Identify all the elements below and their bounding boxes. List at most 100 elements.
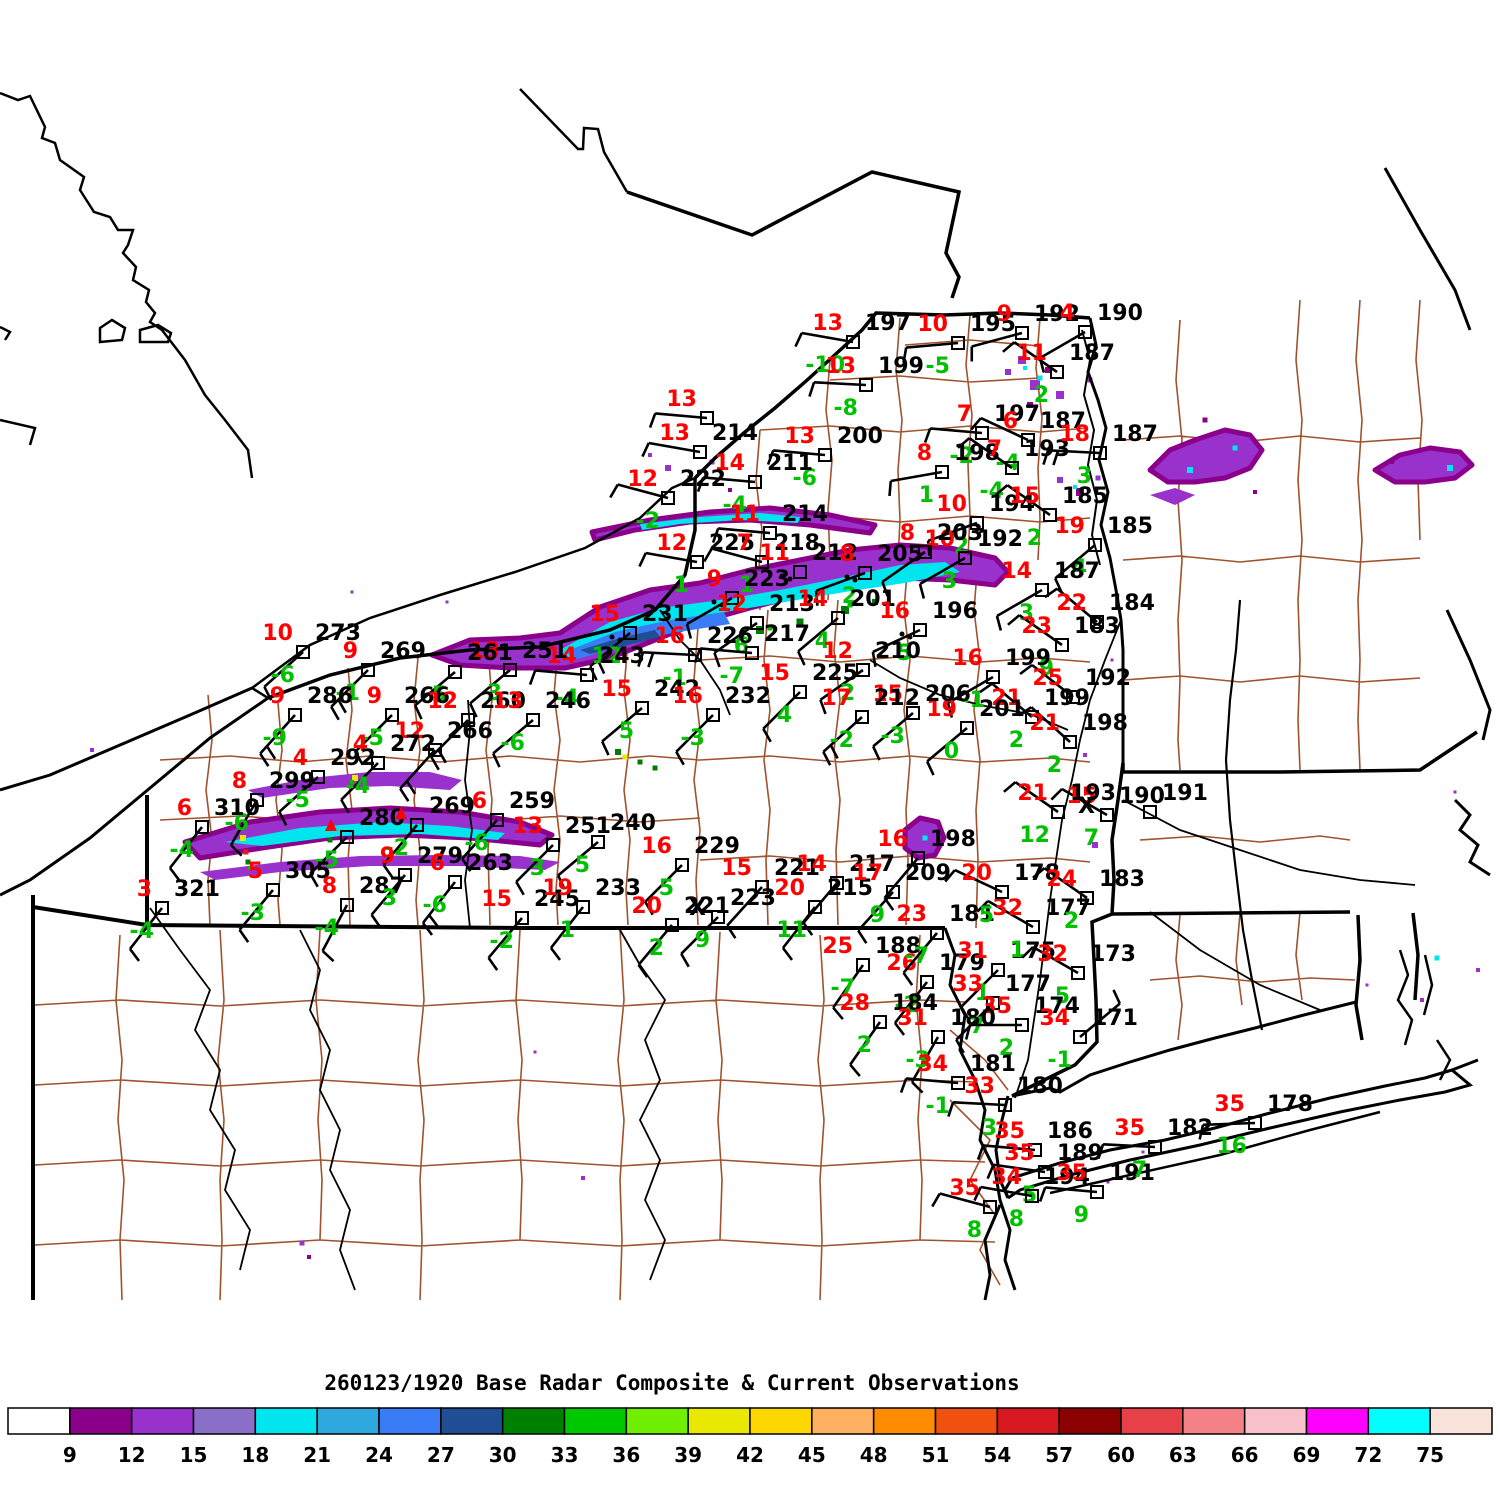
map-title: 260123/1920 Base Radar Composite & Curre… bbox=[324, 1371, 1019, 1395]
radar-echo-dot bbox=[581, 1176, 585, 1180]
wind-barb-shaft bbox=[906, 341, 959, 349]
pressure-value: 190 bbox=[1119, 784, 1165, 809]
dewpoint-value: -2 bbox=[490, 929, 514, 954]
temperature-value: 28 bbox=[839, 991, 870, 1016]
station-marker bbox=[665, 918, 679, 932]
dewpoint-value: 5 bbox=[432, 683, 447, 708]
station-marker bbox=[911, 851, 925, 865]
radar-echo bbox=[200, 855, 560, 880]
temperature-value: 9 bbox=[707, 567, 722, 592]
pressure-value: 225 bbox=[709, 531, 755, 556]
dewpoint-value: 7 bbox=[1084, 826, 1099, 851]
wind-barb-tick bbox=[238, 929, 250, 943]
station-marker bbox=[1066, 690, 1080, 704]
wind-barb-shaft bbox=[1013, 341, 1058, 374]
station-marker bbox=[296, 645, 310, 659]
wind-barb-shaft bbox=[968, 437, 1013, 470]
pressure-value: 210 bbox=[875, 639, 921, 664]
station-plot: 217 -7 bbox=[693, 622, 810, 689]
wind-barb-tick bbox=[309, 873, 319, 888]
pressure-value: 310 bbox=[214, 796, 260, 821]
temperature-value: 4 bbox=[293, 746, 308, 771]
pressure-value: 203 bbox=[937, 521, 983, 546]
colorbar-cell bbox=[811, 1407, 875, 1435]
station-marker bbox=[693, 445, 707, 459]
pressure-value: 174 bbox=[1034, 994, 1080, 1019]
wind-barb-shaft bbox=[617, 483, 669, 500]
temperature-value: 15 bbox=[601, 677, 632, 702]
wind-barb-tick bbox=[902, 972, 914, 986]
station-plot: 13 251 3 bbox=[512, 814, 611, 896]
station-plot: 16 198 bbox=[877, 827, 976, 911]
dewpoint-value: 7 bbox=[970, 1014, 985, 1039]
temperature-value: 9 bbox=[343, 639, 358, 664]
wind-barb-shaft bbox=[832, 964, 865, 1009]
wind-barb-tick bbox=[644, 901, 654, 916]
station-marker bbox=[1025, 710, 1039, 724]
pressure-value: 189 bbox=[1057, 1141, 1103, 1166]
temperature-value: 18 bbox=[1059, 422, 1090, 447]
colorbar-cell bbox=[316, 1407, 380, 1435]
pressure-value: 242 bbox=[654, 677, 700, 702]
wind-barb-shaft bbox=[700, 647, 753, 655]
station-marker bbox=[1051, 805, 1065, 819]
temperature-value: 13 bbox=[784, 424, 815, 449]
dewpoint-value: -7 bbox=[720, 664, 744, 689]
station-plot: 25 188 -7 bbox=[822, 934, 921, 1020]
station-plot: 11 214 bbox=[711, 502, 828, 544]
pressure-value: 251 bbox=[565, 814, 611, 839]
wind-barb-tick bbox=[693, 648, 702, 664]
radar-echo-dot bbox=[1365, 983, 1369, 987]
dewpoint-value: 3 bbox=[530, 856, 545, 881]
pressure-value: 180 bbox=[950, 1006, 996, 1031]
wind-barb-tick bbox=[1044, 587, 1058, 599]
dewpoint-value: -8 bbox=[834, 396, 858, 421]
wind-barb-tick bbox=[354, 751, 364, 766]
station-marker bbox=[398, 868, 412, 882]
temperature-value: 5 bbox=[248, 859, 263, 884]
pressure-value: 206 bbox=[925, 682, 971, 707]
dewpoint-value: -3 bbox=[906, 1048, 930, 1073]
temperature-value: 25 bbox=[1032, 666, 1063, 691]
pressure-value: 185 bbox=[1062, 484, 1108, 509]
temperature-value: 22 bbox=[1056, 591, 1087, 616]
pressure-value: 233 bbox=[595, 876, 641, 901]
wind-barb-tick bbox=[976, 900, 989, 913]
temperature-value: 4 bbox=[1060, 301, 1075, 326]
colorbar-cell bbox=[934, 1407, 999, 1435]
station-marker bbox=[546, 838, 560, 852]
pressure-value: 292 bbox=[330, 746, 376, 771]
wind-barb-tick bbox=[918, 583, 926, 599]
wind-barb-tick bbox=[647, 652, 655, 668]
radar-echo-dot bbox=[1083, 753, 1087, 757]
wind-barb-tick bbox=[1007, 614, 1021, 626]
pressure-value: 246 bbox=[545, 689, 591, 714]
station-marker bbox=[1090, 615, 1104, 629]
station-marker bbox=[960, 721, 974, 735]
station-marker bbox=[975, 426, 989, 440]
station-plot: 11 187 2 bbox=[1002, 341, 1115, 408]
wind-barb-shaft bbox=[983, 1144, 1036, 1152]
station-plot: 13 214 bbox=[641, 421, 758, 459]
radar-echo-dot bbox=[615, 749, 621, 755]
dewpoint-value: 0 bbox=[944, 739, 959, 764]
wind-barb-tick bbox=[976, 1145, 985, 1161]
wind-barb-tick bbox=[487, 957, 499, 971]
wind-barb-tick bbox=[762, 728, 772, 743]
radar-echo-dot bbox=[665, 465, 671, 471]
station-marker bbox=[576, 900, 590, 914]
pressure-value: 193 bbox=[1070, 781, 1116, 806]
wind-barb-shaft bbox=[648, 441, 701, 454]
station-plot: 13 197 -10 bbox=[794, 311, 911, 378]
station-plot: 13 199 -8 bbox=[808, 354, 924, 421]
colorbar-tick-label: 33 bbox=[551, 1443, 579, 1467]
station-plot: 19 233 1 bbox=[542, 876, 641, 961]
weather-symbol-dot bbox=[899, 631, 905, 637]
dewpoint-value: 5 bbox=[659, 876, 674, 901]
station-marker bbox=[991, 963, 1005, 977]
dewpoint-value: 2 bbox=[999, 1036, 1014, 1061]
dewpoint-value: 5 bbox=[575, 853, 590, 878]
wind-barb-tick bbox=[883, 897, 895, 911]
pressure-value: 229 bbox=[694, 834, 740, 859]
station-marker bbox=[920, 975, 934, 989]
